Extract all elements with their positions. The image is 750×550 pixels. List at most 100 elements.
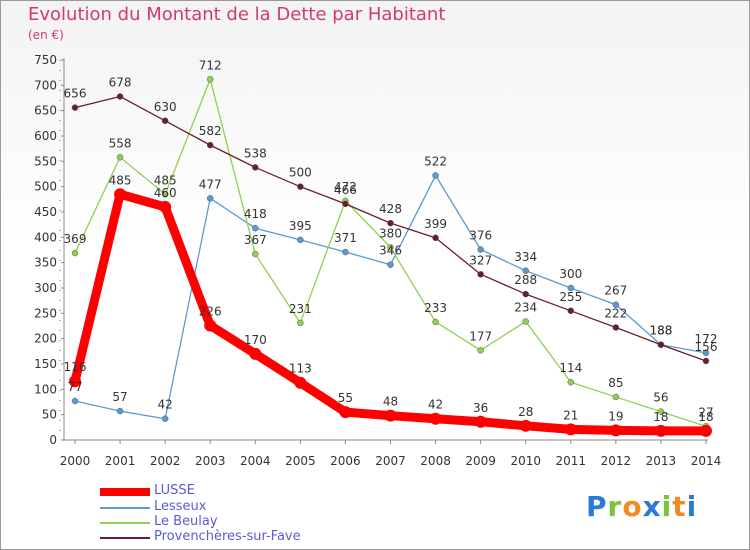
data-point-lesseux [71,397,79,405]
data-label-lesseux: 267 [604,284,627,298]
x-tick-label: 2010 [510,454,541,468]
data-point-lesseux [206,195,214,202]
data-label-lusse: 36 [473,401,488,415]
data-label-lusse: 460 [154,186,177,200]
y-tick-label: 650 [34,104,57,118]
x-tick-label: 2008 [420,454,451,468]
legend-swatch-lusse [100,488,150,496]
data-point-lusse [384,409,397,422]
y-tick-label: 250 [34,306,57,320]
data-point-le-beulay [432,318,439,326]
y-tick-label: 150 [34,357,57,371]
data-label-lusse: 21 [563,408,578,422]
y-tick-label: 750 [34,53,57,67]
data-label-provench-res-sur-fave: 630 [154,100,177,114]
x-tick-label: 2009 [465,454,496,468]
y-tick-label: 400 [34,230,57,244]
proxiti-logo: Proxiti [586,490,697,523]
data-point-lusse [249,347,262,360]
data-label-le-beulay: 114 [559,361,582,375]
data-label-lesseux: 346 [379,244,402,258]
data-point-lusse [654,424,667,437]
data-label-provench-res-sur-fave: 156 [695,340,718,354]
data-label-le-beulay: 177 [469,329,492,343]
data-point-le-beulay [657,408,665,415]
data-label-provench-res-sur-fave: 188 [649,324,672,338]
data-label-lusse: 42 [428,398,443,412]
legend-swatch-provencheres [100,537,150,539]
data-point-provench-res-sur-fave [522,290,529,298]
data-point-provench-res-sur-fave [161,117,169,125]
data-point-lesseux [161,415,169,422]
data-point-provench-res-sur-fave [297,183,304,190]
data-point-lusse [114,188,127,201]
logo-letter: t [672,490,687,523]
data-point-lesseux [702,349,710,357]
x-tick-label: 2007 [375,454,406,468]
data-point-le-beulay [161,191,169,198]
legend-label-le-beulay: Le Beulay [154,514,218,529]
data-point-provench-res-sur-fave [567,307,575,315]
data-label-lusse: 55 [338,391,353,405]
data-label-provench-res-sur-fave: 428 [379,202,402,216]
data-label-le-beulay: 472 [334,180,357,194]
data-point-le-beulay [387,244,394,251]
data-point-lesseux [116,407,124,415]
data-label-lesseux: 188 [649,324,672,338]
legend-label-lesseux: Lesseux [154,499,207,514]
data-point-lusse [339,406,352,419]
data-label-le-beulay: 367 [244,233,267,247]
data-label-lusse: 226 [199,304,222,318]
chart-title: Evolution du Montant de la Dette par Hab… [28,4,446,25]
data-label-le-beulay: 234 [514,300,537,314]
data-label-provench-res-sur-fave: 500 [289,166,312,180]
data-label-lesseux: 57 [112,390,127,404]
data-label-lusse: 19 [608,409,623,423]
data-point-lesseux [387,261,394,268]
data-point-provench-res-sur-fave [387,219,394,227]
data-point-lesseux [567,284,575,292]
data-label-provench-res-sur-fave: 399 [424,217,447,231]
logo-letter: o [622,490,643,523]
data-label-le-beulay: 712 [199,58,222,72]
data-point-provench-res-sur-fave [342,200,349,208]
data-point-lesseux [297,236,304,244]
data-point-provench-res-sur-fave [657,341,665,348]
data-point-provench-res-sur-fave [71,104,79,111]
data-label-lusse: 48 [383,395,398,409]
data-point-lusse [474,415,487,428]
x-tick-label: 2003 [195,454,226,468]
data-point-lusse [69,375,81,388]
data-label-le-beulay: 231 [289,302,312,316]
data-point-lusse [204,319,217,332]
legend-swatch-le-beulay [100,522,150,524]
data-point-lesseux [612,301,620,308]
data-label-lusse: 485 [109,173,132,187]
data-point-provench-res-sur-fave [432,234,439,242]
x-tick-label: 2002 [150,454,181,468]
data-label-lesseux: 395 [289,219,312,233]
data-point-lesseux [342,248,349,256]
data-point-le-beulay [252,250,259,258]
data-label-lesseux: 172 [695,332,718,346]
data-point-provench-res-sur-fave [477,271,484,278]
legend-swatch-lesseux [100,507,150,509]
data-point-le-beulay [116,154,124,161]
data-label-provench-res-sur-fave: 222 [604,307,627,321]
data-label-lesseux: 418 [244,207,267,221]
data-point-le-beulay [297,319,304,327]
data-point-lesseux [432,172,439,179]
y-tick-label: 700 [34,78,57,92]
data-point-provench-res-sur-fave [252,164,259,171]
y-tick-label: 100 [34,382,57,396]
data-point-lesseux [522,267,529,275]
legend-label-provencheres: Provenchères-sur-Fave [154,529,301,544]
data-label-lusse: 170 [244,333,267,347]
data-point-lesseux [477,246,484,253]
x-tick-label: 2001 [105,454,136,468]
data-label-provench-res-sur-fave: 255 [559,290,582,304]
x-tick-label: 2012 [601,454,632,468]
data-point-lusse [519,419,532,432]
data-point-lusse [609,424,622,437]
